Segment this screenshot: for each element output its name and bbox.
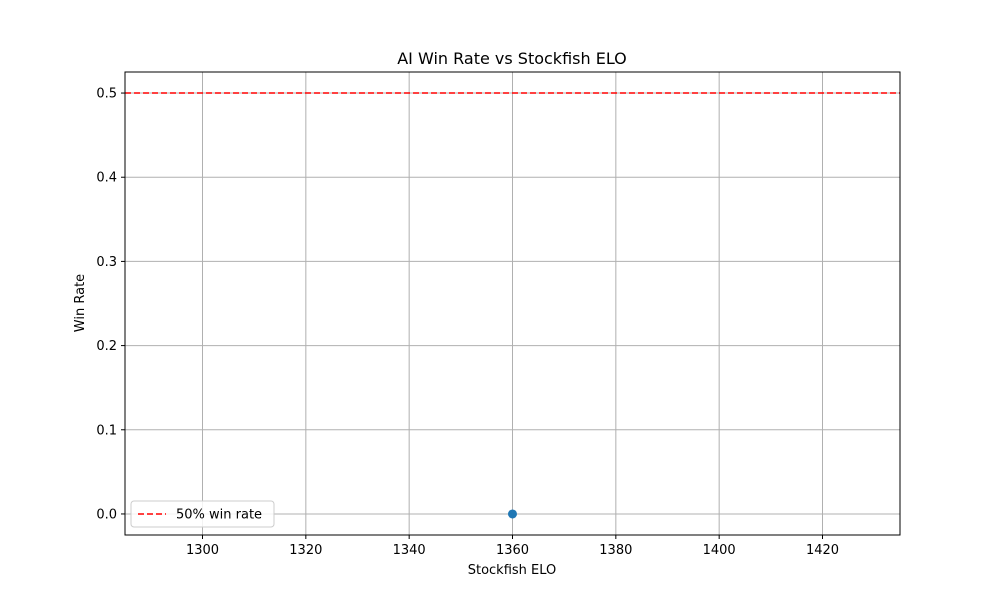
legend-label-50-win-rate: 50% win rate: [176, 508, 262, 523]
y-tick-label: 0.1: [96, 423, 117, 438]
x-tick-label: 1360: [496, 543, 529, 558]
x-axis-label: Stockfish ELO: [468, 563, 557, 578]
y-tick-label: 0.2: [96, 339, 117, 354]
x-tick-label: 1340: [393, 543, 426, 558]
y-tick-label: 0.0: [96, 507, 117, 522]
x-tick-label: 1400: [703, 543, 736, 558]
y-axis-ticks: 0.0 0.1 0.2 0.3 0.4 0.5: [96, 87, 125, 522]
y-tick-label: 0.4: [96, 171, 117, 186]
x-tick-label: 1300: [186, 543, 219, 558]
y-axis-label: Win Rate: [73, 274, 88, 332]
y-tick-label: 0.5: [96, 87, 117, 102]
x-tick-label: 1320: [289, 543, 322, 558]
x-axis-ticks: 1300 1320 1340 1360 1380 1400 1420: [186, 535, 839, 558]
x-tick-label: 1420: [806, 543, 839, 558]
y-tick-label: 0.3: [96, 255, 117, 270]
data-points: [508, 509, 517, 519]
x-tick-label: 1380: [599, 543, 632, 558]
legend-box: [130, 500, 275, 528]
grid-lines: [125, 72, 900, 535]
data-point: [508, 509, 517, 519]
legend: 50% win rate: [130, 500, 275, 528]
chart-title: AI Win Rate vs Stockfish ELO: [397, 49, 627, 68]
